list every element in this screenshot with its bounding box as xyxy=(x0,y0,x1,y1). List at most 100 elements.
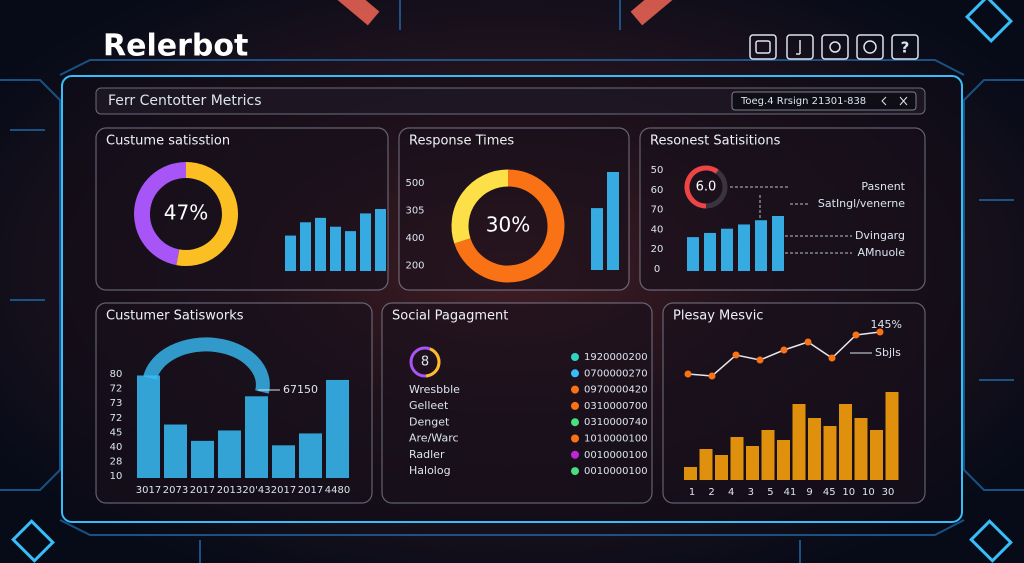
x-tick-label: 2017 xyxy=(298,485,323,496)
axis-label: 60 xyxy=(651,185,664,196)
x-tick-label: 45 xyxy=(823,487,836,498)
x-tick-label: 3 xyxy=(748,487,754,498)
bar xyxy=(839,404,852,480)
x-tick-label: 20'43 xyxy=(242,485,270,496)
legend-text: 0310000740 xyxy=(584,417,648,428)
icon-button[interactable] xyxy=(749,34,777,60)
bar xyxy=(721,228,733,271)
bar xyxy=(591,208,603,270)
x-tick-label: 2 xyxy=(708,487,714,498)
axis-label: 72 xyxy=(110,413,123,424)
line-point xyxy=(828,354,836,362)
bar xyxy=(300,222,311,271)
legend-dot xyxy=(571,467,579,476)
help-icon[interactable]: ? xyxy=(901,39,910,57)
bar xyxy=(687,237,699,271)
bar xyxy=(218,430,241,478)
bar xyxy=(684,467,697,480)
toolbar xyxy=(749,34,919,60)
help-button[interactable] xyxy=(891,34,919,60)
axis-label: 40 xyxy=(110,442,123,453)
axis-label: 0 xyxy=(654,264,660,275)
icon-button[interactable] xyxy=(856,34,884,60)
legend-dot xyxy=(571,401,579,410)
x-tick-label: 10 xyxy=(862,487,875,498)
x-tick-label: 10 xyxy=(842,487,855,498)
panel-title: Custumer Satisworks xyxy=(106,309,244,324)
x-tick-label: 5 xyxy=(767,487,773,498)
legend-dot xyxy=(571,369,579,378)
axis-label: 80 xyxy=(110,369,123,380)
annotation-lines xyxy=(730,186,852,254)
panel-title: Custume satisstion xyxy=(106,134,230,149)
bar xyxy=(704,232,716,271)
line-point xyxy=(708,372,716,380)
icon-button[interactable] xyxy=(821,34,849,60)
search-box[interactable] xyxy=(731,91,917,111)
bar xyxy=(299,433,322,478)
legend-text: 0010000100 xyxy=(584,450,648,461)
annotation: Sbjls xyxy=(875,346,901,359)
legend-dot xyxy=(571,434,579,443)
x-tick-label: 9 xyxy=(806,487,812,498)
bar xyxy=(761,430,775,480)
list-label: Halolog xyxy=(409,464,451,477)
line-point xyxy=(732,351,740,359)
x-tick-label: 1 xyxy=(689,487,695,498)
panel xyxy=(381,302,653,504)
annotation: AMnuole xyxy=(857,246,905,259)
axis-label: 70 xyxy=(651,205,664,216)
bar xyxy=(854,418,868,480)
bar xyxy=(607,172,619,270)
x-tick-label: 4 xyxy=(728,487,734,498)
bar xyxy=(777,440,790,480)
legend-dot xyxy=(571,385,579,394)
axis-label: 305 xyxy=(405,206,424,217)
x-tick-label: 2017 xyxy=(190,485,215,496)
bar xyxy=(164,424,187,478)
list-label: Denget xyxy=(409,415,450,428)
arc-decoration xyxy=(143,337,270,394)
list-label: Gelleet xyxy=(409,399,449,412)
bar xyxy=(699,449,713,480)
line-point xyxy=(804,338,812,346)
donut-label: 47% xyxy=(164,201,208,225)
bar xyxy=(715,455,728,480)
bar xyxy=(738,224,750,271)
bar xyxy=(137,375,160,478)
axis-label: 45 xyxy=(110,427,123,438)
bar xyxy=(792,404,806,480)
search-icons[interactable] xyxy=(881,96,908,106)
axis-label: 40 xyxy=(651,224,664,235)
list-label: Are/Warc xyxy=(409,432,459,445)
bar xyxy=(191,440,214,478)
bar xyxy=(772,216,784,271)
bar xyxy=(823,426,837,480)
bar xyxy=(315,217,326,271)
axis-label: 28 xyxy=(110,457,123,468)
legend-text: 0010000100 xyxy=(584,466,648,477)
annotation: Dvingarg xyxy=(855,229,905,242)
bar xyxy=(360,213,371,271)
axis-label: 20 xyxy=(651,244,664,255)
line-point xyxy=(684,370,692,378)
x-tick-label: 30 xyxy=(882,487,895,498)
icon-button[interactable] xyxy=(786,34,814,60)
legend-text: 1920000200 xyxy=(584,352,648,363)
legend-dot xyxy=(571,418,579,427)
x-tick-label: 2073 xyxy=(163,485,188,496)
gauge-label: 6.0 xyxy=(696,180,717,195)
line-point xyxy=(876,328,884,336)
bar xyxy=(272,445,295,478)
bar xyxy=(345,231,356,271)
axis-label: 72 xyxy=(110,384,123,395)
x-tick-label: 2013 xyxy=(217,485,242,496)
search-text[interactable]: Toeg.4 Rrsign 21301-838 xyxy=(740,96,866,107)
panel-title: Resonest Satisitions xyxy=(650,134,781,149)
list-label: Radler xyxy=(409,448,445,461)
panel-title: Social Pagagment xyxy=(392,309,508,324)
annotation: Pasnent xyxy=(861,180,905,193)
panel-title: Plesay Mesvic xyxy=(673,309,763,324)
x-tick-label: 2017 xyxy=(271,485,296,496)
